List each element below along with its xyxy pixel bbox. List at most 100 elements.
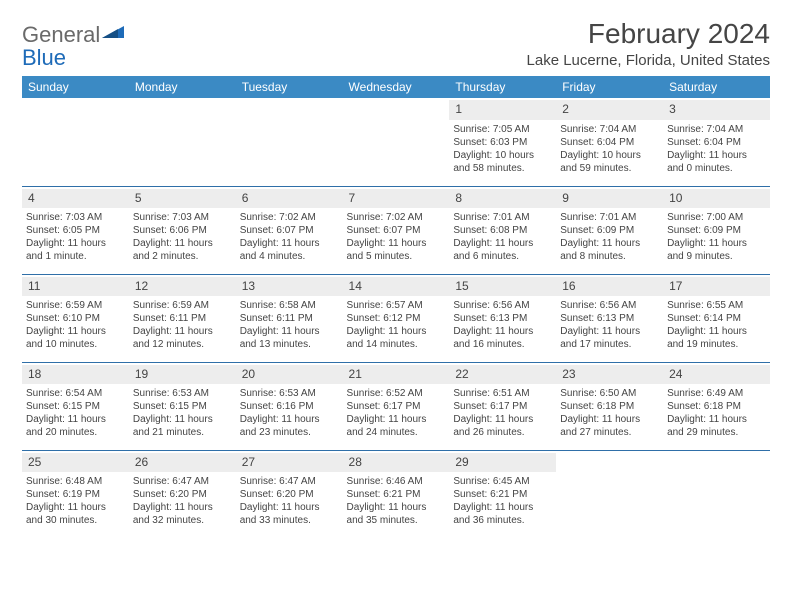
cell-sunset: Sunset: 6:12 PM [347,312,446,325]
calendar-week-row: 1Sunrise: 7:05 AMSunset: 6:03 PMDaylight… [22,98,770,186]
cell-day1: Daylight: 10 hours [560,149,659,162]
cell-day1: Daylight: 11 hours [240,501,339,514]
calendar-cell: 8Sunrise: 7:01 AMSunset: 6:08 PMDaylight… [449,186,556,274]
day-number: 20 [236,365,343,385]
day-number: 16 [556,277,663,297]
cell-sunset: Sunset: 6:06 PM [133,224,232,237]
cell-day1: Daylight: 11 hours [26,237,125,250]
cell-day1: Daylight: 11 hours [133,325,232,338]
cell-sunrise: Sunrise: 7:02 AM [347,211,446,224]
cell-day2: and 14 minutes. [347,338,446,351]
cell-sunrise: Sunrise: 6:47 AM [240,475,339,488]
calendar-cell: 7Sunrise: 7:02 AMSunset: 6:07 PMDaylight… [343,186,450,274]
cell-sunrise: Sunrise: 6:56 AM [560,299,659,312]
logo-text: General Blue [22,24,124,70]
cell-day1: Daylight: 11 hours [560,237,659,250]
day-number: 28 [343,453,450,473]
calendar-cell: 25Sunrise: 6:48 AMSunset: 6:19 PMDayligh… [22,450,129,538]
calendar-cell: 20Sunrise: 6:53 AMSunset: 6:16 PMDayligh… [236,362,343,450]
cell-day1: Daylight: 11 hours [347,501,446,514]
day-number: 21 [343,365,450,385]
cell-day2: and 12 minutes. [133,338,232,351]
cell-sunset: Sunset: 6:03 PM [453,136,552,149]
logo-blue: Blue [22,45,66,70]
cell-day2: and 0 minutes. [667,162,766,175]
cell-day1: Daylight: 11 hours [240,325,339,338]
calendar-cell: 28Sunrise: 6:46 AMSunset: 6:21 PMDayligh… [343,450,450,538]
day-header: Tuesday [236,76,343,98]
cell-day2: and 6 minutes. [453,250,552,263]
cell-sunset: Sunset: 6:18 PM [560,400,659,413]
calendar-cell: 2Sunrise: 7:04 AMSunset: 6:04 PMDaylight… [556,98,663,186]
cell-day1: Daylight: 11 hours [453,237,552,250]
calendar-cell [556,450,663,538]
cell-day2: and 33 minutes. [240,514,339,527]
calendar-body: 1Sunrise: 7:05 AMSunset: 6:03 PMDaylight… [22,98,770,538]
cell-day2: and 8 minutes. [560,250,659,263]
day-number: 13 [236,277,343,297]
cell-day2: and 30 minutes. [26,514,125,527]
cell-day2: and 36 minutes. [453,514,552,527]
cell-sunset: Sunset: 6:07 PM [347,224,446,237]
calendar-cell: 29Sunrise: 6:45 AMSunset: 6:21 PMDayligh… [449,450,556,538]
day-number: 17 [663,277,770,297]
brand-logo: General Blue [22,18,124,70]
cell-day2: and 59 minutes. [560,162,659,175]
calendar-cell: 6Sunrise: 7:02 AMSunset: 6:07 PMDaylight… [236,186,343,274]
cell-sunset: Sunset: 6:19 PM [26,488,125,501]
cell-sunset: Sunset: 6:20 PM [240,488,339,501]
calendar-cell: 21Sunrise: 6:52 AMSunset: 6:17 PMDayligh… [343,362,450,450]
cell-day1: Daylight: 10 hours [453,149,552,162]
day-number: 11 [22,277,129,297]
day-number: 19 [129,365,236,385]
cell-day2: and 20 minutes. [26,426,125,439]
cell-day2: and 2 minutes. [133,250,232,263]
cell-sunrise: Sunrise: 7:04 AM [560,123,659,136]
cell-sunrise: Sunrise: 6:52 AM [347,387,446,400]
day-header: Wednesday [343,76,450,98]
calendar-cell: 9Sunrise: 7:01 AMSunset: 6:09 PMDaylight… [556,186,663,274]
calendar-cell: 16Sunrise: 6:56 AMSunset: 6:13 PMDayligh… [556,274,663,362]
calendar-header-row: SundayMondayTuesdayWednesdayThursdayFrid… [22,76,770,98]
cell-day2: and 4 minutes. [240,250,339,263]
cell-sunrise: Sunrise: 6:47 AM [133,475,232,488]
logo-general: General [22,22,100,47]
day-number: 12 [129,277,236,297]
cell-day2: and 1 minute. [26,250,125,263]
cell-sunset: Sunset: 6:13 PM [453,312,552,325]
cell-day1: Daylight: 11 hours [453,413,552,426]
cell-sunset: Sunset: 6:10 PM [26,312,125,325]
title-block: February 2024 Lake Lucerne, Florida, Uni… [527,18,770,69]
cell-day1: Daylight: 11 hours [347,237,446,250]
calendar-cell [236,98,343,186]
cell-sunrise: Sunrise: 7:01 AM [453,211,552,224]
calendar-cell [22,98,129,186]
cell-day1: Daylight: 11 hours [347,413,446,426]
day-number: 3 [663,100,770,120]
cell-day1: Daylight: 11 hours [347,325,446,338]
cell-day2: and 32 minutes. [133,514,232,527]
cell-day1: Daylight: 11 hours [240,237,339,250]
day-header: Thursday [449,76,556,98]
cell-day2: and 10 minutes. [26,338,125,351]
calendar-cell: 11Sunrise: 6:59 AMSunset: 6:10 PMDayligh… [22,274,129,362]
cell-sunset: Sunset: 6:21 PM [453,488,552,501]
cell-sunrise: Sunrise: 7:01 AM [560,211,659,224]
cell-day1: Daylight: 11 hours [667,325,766,338]
month-title: February 2024 [527,18,770,50]
day-number: 6 [236,189,343,209]
cell-day2: and 29 minutes. [667,426,766,439]
calendar-cell: 3Sunrise: 7:04 AMSunset: 6:04 PMDaylight… [663,98,770,186]
day-number: 10 [663,189,770,209]
cell-sunrise: Sunrise: 6:58 AM [240,299,339,312]
cell-sunrise: Sunrise: 6:56 AM [453,299,552,312]
day-number: 22 [449,365,556,385]
cell-sunset: Sunset: 6:11 PM [240,312,339,325]
day-number: 27 [236,453,343,473]
calendar-cell: 12Sunrise: 6:59 AMSunset: 6:11 PMDayligh… [129,274,236,362]
cell-day1: Daylight: 11 hours [26,413,125,426]
cell-sunrise: Sunrise: 6:57 AM [347,299,446,312]
cell-sunrise: Sunrise: 6:53 AM [240,387,339,400]
cell-sunrise: Sunrise: 6:59 AM [133,299,232,312]
cell-day2: and 17 minutes. [560,338,659,351]
